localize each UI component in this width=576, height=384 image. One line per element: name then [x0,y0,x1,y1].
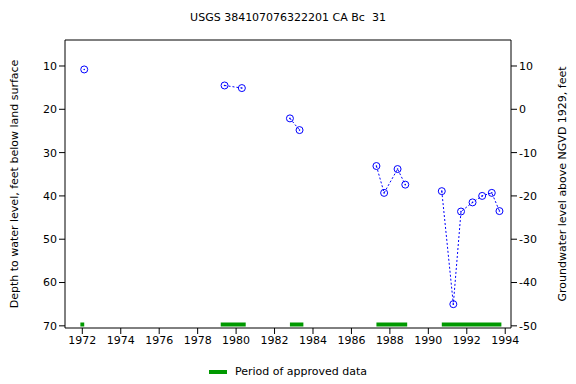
svg-text:1982: 1982 [261,334,289,347]
svg-text:10: 10 [519,60,533,73]
svg-text:1986: 1986 [337,334,365,347]
svg-text:60: 60 [43,276,57,289]
html-text:Groundwater level above NGVD 1: Groundwater level above NGVD 1929, feet [555,65,569,302]
svg-text:20: 20 [43,103,57,116]
svg-text:30: 30 [43,147,57,160]
svg-text:1990: 1990 [414,334,442,347]
svg-text:1992: 1992 [453,334,481,347]
svg-text:1978: 1978 [184,334,212,347]
html-text:USGS 384107076322201 CA Bc 31: USGS 384107076322201 CA Bc 31 [190,11,386,24]
html-text:Period of approved data: Period of approved data [234,365,368,378]
svg-text:1974: 1974 [107,334,135,347]
svg-text:-50: -50 [519,320,537,333]
svg-text:1976: 1976 [145,334,173,347]
svg-text:-30: -30 [519,233,537,246]
svg-text:70: 70 [43,320,57,333]
svg-text:50: 50 [43,233,57,246]
html-text:Depth to water level, feet bel: Depth to water level, feet below land su… [7,59,21,308]
svg-text:-10: -10 [519,147,537,160]
svg-text:10: 10 [43,60,57,73]
svg-text:1980: 1980 [222,334,250,347]
svg-text:0: 0 [519,103,526,116]
svg-text:-40: -40 [519,276,537,289]
svg-text:-20: -20 [519,190,537,203]
svg-text:1988: 1988 [376,334,404,347]
svg-text:1984: 1984 [299,334,327,347]
svg-text:1994: 1994 [491,334,519,347]
svg-text:1972: 1972 [68,334,96,347]
svg-text:40: 40 [43,190,57,203]
